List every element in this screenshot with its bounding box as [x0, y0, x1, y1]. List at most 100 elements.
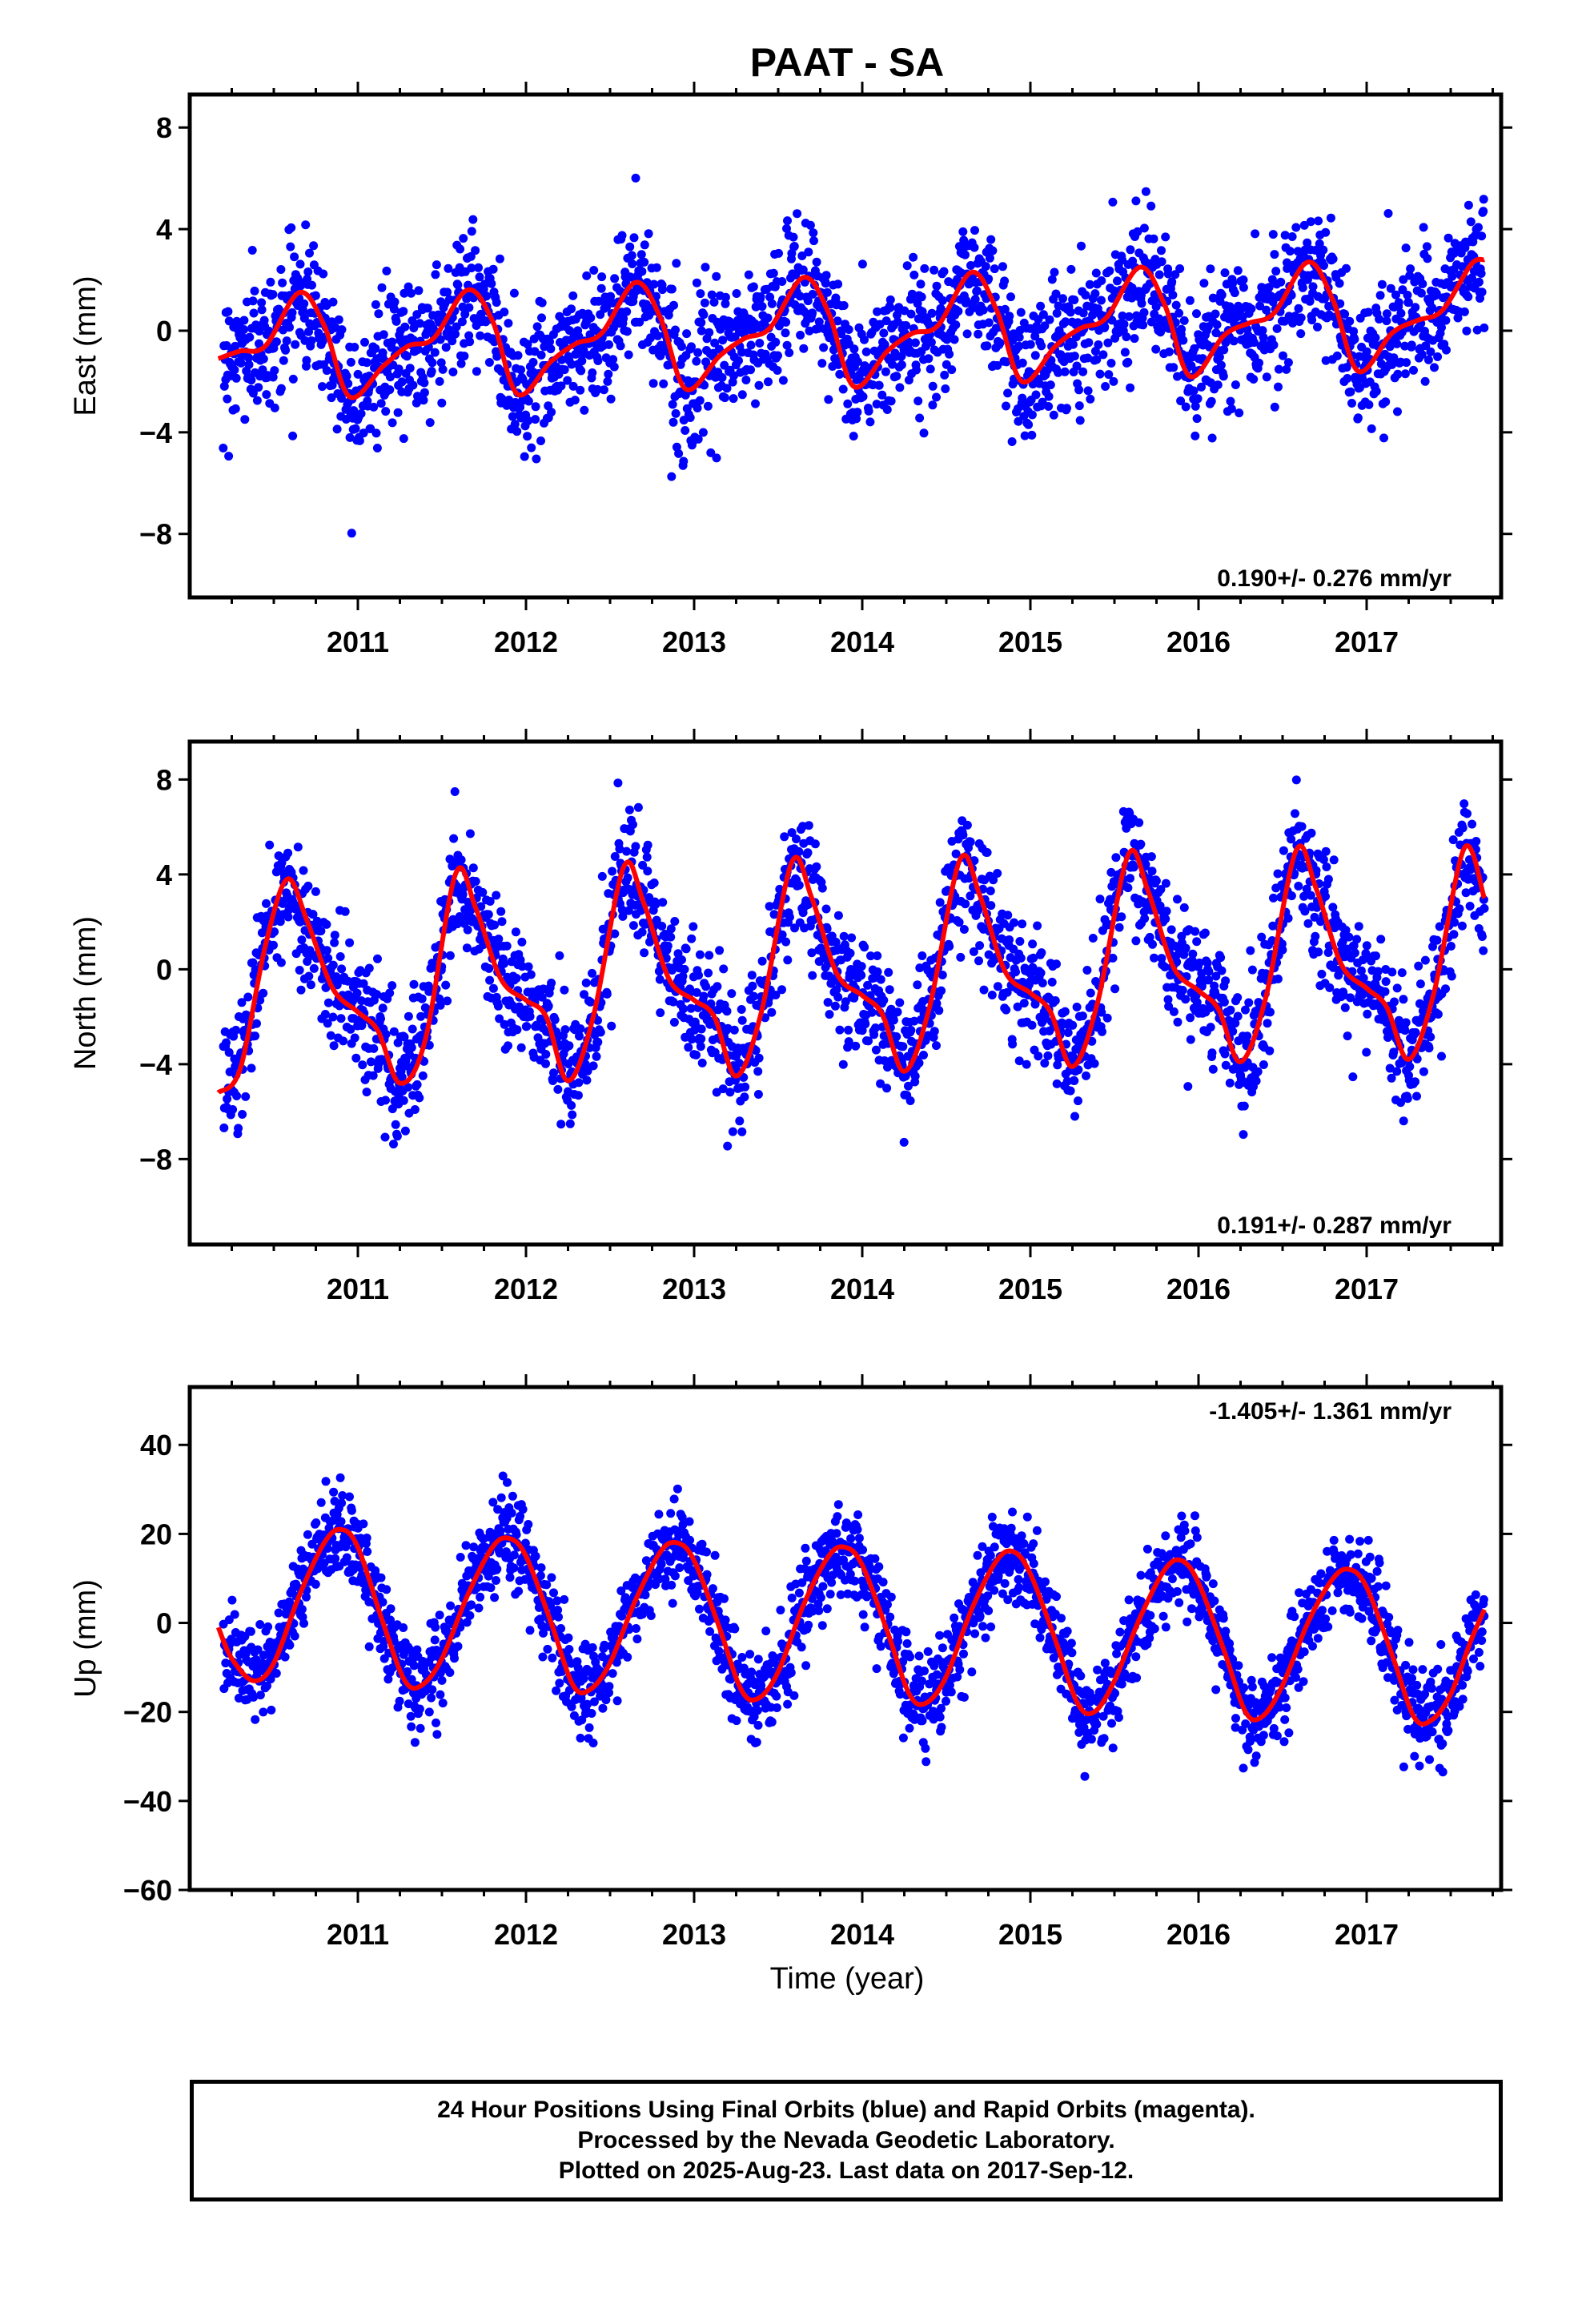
- data-point: [1002, 1005, 1011, 1015]
- data-point: [1419, 223, 1428, 232]
- data-point: [1306, 217, 1315, 227]
- data-point: [268, 372, 278, 382]
- data-point: [1074, 1065, 1083, 1075]
- data-point: [812, 257, 821, 267]
- data-point: [873, 967, 882, 976]
- data-point: [1139, 223, 1149, 233]
- data-point: [888, 360, 897, 369]
- data-point: [1399, 995, 1408, 1004]
- data-point: [1031, 390, 1041, 400]
- data-point: [391, 1120, 400, 1129]
- data-point: [484, 963, 494, 973]
- data-point: [1247, 304, 1256, 314]
- data-point: [1147, 866, 1157, 876]
- data-point: [1028, 939, 1038, 949]
- data-point: [651, 899, 661, 909]
- data-point: [914, 1058, 924, 1068]
- data-point: [474, 263, 483, 272]
- data-point: [485, 897, 495, 906]
- data-point: [247, 1063, 256, 1073]
- data-point: [531, 402, 540, 412]
- data-point: [283, 848, 293, 858]
- data-point: [1426, 347, 1435, 356]
- data-point: [1066, 308, 1075, 317]
- data-point: [670, 917, 680, 926]
- data-point: [677, 342, 686, 352]
- data-point: [1166, 925, 1176, 935]
- data-point: [1123, 883, 1133, 893]
- data-point: [270, 927, 279, 936]
- data-point: [853, 357, 862, 367]
- data-point: [1207, 433, 1217, 443]
- data-point: [656, 1008, 665, 1018]
- data-point: [1376, 935, 1386, 944]
- data-point: [387, 1104, 397, 1114]
- data-point: [476, 331, 485, 340]
- data-point: [1111, 853, 1121, 862]
- data-point: [643, 866, 652, 876]
- data-point: [700, 380, 709, 390]
- data-point: [635, 317, 644, 327]
- data-point: [749, 991, 759, 1001]
- data-point: [299, 866, 308, 875]
- north-points: [219, 775, 1489, 1151]
- data-point: [555, 951, 564, 960]
- data-point: [693, 434, 703, 444]
- data-point: [839, 301, 849, 310]
- data-point: [420, 378, 429, 388]
- data-point: [705, 951, 714, 960]
- data-point: [1319, 245, 1328, 255]
- data-point: [356, 409, 366, 418]
- data-point: [993, 982, 1002, 991]
- data-point: [699, 991, 709, 1001]
- data-point: [251, 1715, 260, 1724]
- data-point: [1117, 912, 1126, 922]
- data-point: [746, 340, 756, 350]
- data-point: [618, 911, 628, 921]
- data-point: [597, 272, 607, 282]
- data-point: [796, 331, 805, 340]
- east-axes-frame: [187, 92, 1504, 600]
- data-point: [865, 417, 875, 427]
- data-point: [864, 406, 873, 416]
- data-point: [616, 341, 625, 351]
- data-point: [685, 413, 695, 422]
- data-point: [586, 997, 595, 1007]
- data-point: [306, 980, 315, 990]
- data-point: [841, 997, 850, 1007]
- data-point: [1114, 923, 1124, 932]
- data-point: [1193, 394, 1203, 404]
- data-point: [628, 259, 637, 268]
- data-point: [311, 887, 320, 896]
- data-point: [1341, 926, 1351, 935]
- data-point: [628, 820, 637, 830]
- data-point: [443, 996, 452, 1006]
- data-point: [500, 959, 509, 968]
- data-point: [901, 321, 911, 330]
- data-point: [603, 376, 612, 386]
- data-point: [1178, 336, 1188, 345]
- data-point: [1136, 839, 1146, 849]
- data-point: [221, 1659, 231, 1668]
- data-point: [763, 313, 773, 323]
- data-point: [1188, 949, 1198, 959]
- data-point: [1302, 884, 1311, 894]
- data-point: [1221, 1060, 1231, 1070]
- data-point: [741, 1082, 750, 1092]
- data-point: [588, 968, 596, 978]
- data-point: [1442, 345, 1451, 355]
- data-point: [423, 304, 432, 313]
- data-point: [223, 1094, 232, 1104]
- north-axes-frame: [187, 739, 1504, 1247]
- data-point: [1387, 967, 1397, 977]
- data-point: [409, 324, 419, 332]
- data-point: [262, 899, 271, 908]
- data-point: [1181, 995, 1191, 1004]
- data-point: [658, 898, 668, 907]
- data-point: [560, 1025, 570, 1035]
- data-point: [382, 266, 391, 275]
- data-point: [1272, 324, 1282, 333]
- data-point: [718, 336, 728, 345]
- data-point: [1052, 959, 1061, 969]
- data-point: [928, 400, 938, 410]
